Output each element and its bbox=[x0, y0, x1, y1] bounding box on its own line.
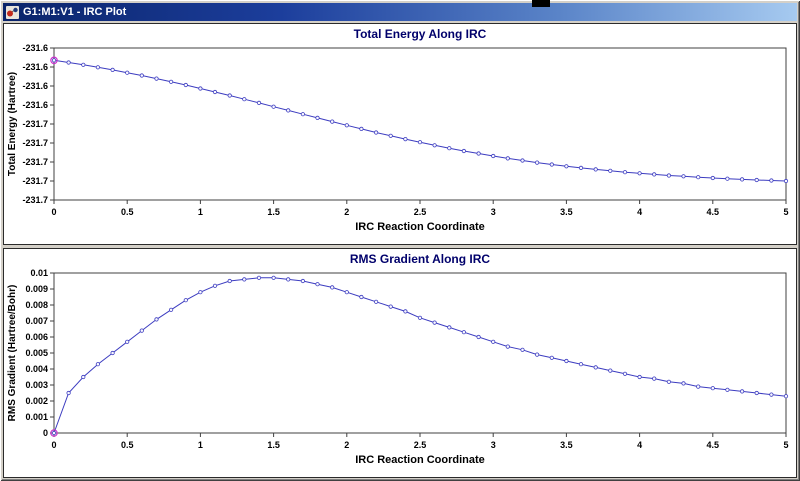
svg-text:-231.7: -231.7 bbox=[22, 195, 48, 205]
svg-text:0.5: 0.5 bbox=[121, 207, 134, 217]
total-energy-chart-panel: Total Energy Along IRC 0 0.5 1 1.5 2 2.5 3 3.5 4 4… bbox=[3, 23, 797, 245]
svg-text:IRC Reaction Coordinate: IRC Reaction Coordinate bbox=[355, 221, 485, 233]
rms-gradient-chart-panel: RMS Gradient Along IRC 0 0.5 1 1.5 2 2.5 3 3.5 4 4… bbox=[3, 248, 797, 478]
svg-text:1.5: 1.5 bbox=[267, 207, 280, 217]
svg-text:0: 0 bbox=[43, 428, 48, 438]
svg-text:Total Energy Along IRC: Total Energy Along IRC bbox=[354, 27, 487, 41]
svg-text:-231.6: -231.6 bbox=[22, 43, 48, 53]
svg-text:0.01: 0.01 bbox=[30, 268, 48, 278]
svg-text:4: 4 bbox=[637, 207, 642, 217]
svg-text:-231.6: -231.6 bbox=[22, 100, 48, 110]
svg-text:-231.7: -231.7 bbox=[22, 157, 48, 167]
svg-text:3: 3 bbox=[491, 207, 496, 217]
svg-text:4: 4 bbox=[637, 440, 642, 450]
svg-text:4.5: 4.5 bbox=[707, 207, 720, 217]
svg-text:3: 3 bbox=[491, 440, 496, 450]
svg-text:-231.7: -231.7 bbox=[22, 138, 48, 148]
svg-text:5: 5 bbox=[783, 440, 788, 450]
svg-text:5: 5 bbox=[783, 207, 788, 217]
svg-text:0: 0 bbox=[51, 207, 56, 217]
titlebar[interactable]: G1:M1:V1 - IRC Plot bbox=[3, 3, 797, 21]
svg-text:0.005: 0.005 bbox=[25, 348, 48, 358]
app-icon bbox=[6, 5, 19, 19]
svg-text:2: 2 bbox=[344, 207, 349, 217]
svg-text:IRC Reaction Coordinate: IRC Reaction Coordinate bbox=[355, 454, 485, 466]
svg-text:1: 1 bbox=[198, 207, 203, 217]
svg-text:1: 1 bbox=[198, 440, 203, 450]
svg-text:0.001: 0.001 bbox=[25, 412, 48, 422]
svg-text:3.5: 3.5 bbox=[560, 440, 573, 450]
screen-artifact bbox=[532, 0, 550, 7]
total-energy-chart[interactable]: Total Energy Along IRC 0 0.5 1 1.5 2 2.5 3 3.5 4 4… bbox=[4, 24, 796, 244]
svg-text:0.007: 0.007 bbox=[25, 316, 48, 326]
svg-text:-231.7: -231.7 bbox=[22, 176, 48, 186]
svg-text:0.002: 0.002 bbox=[25, 396, 48, 406]
svg-text:2: 2 bbox=[344, 440, 349, 450]
svg-text:0.003: 0.003 bbox=[25, 380, 48, 390]
svg-text:Total Energy (Hartree): Total Energy (Hartree) bbox=[7, 72, 18, 176]
svg-text:4.5: 4.5 bbox=[707, 440, 720, 450]
svg-text:3.5: 3.5 bbox=[560, 207, 573, 217]
svg-text:2.5: 2.5 bbox=[414, 440, 427, 450]
svg-text:0.008: 0.008 bbox=[25, 300, 48, 310]
svg-text:2.5: 2.5 bbox=[414, 207, 427, 217]
svg-text:0.009: 0.009 bbox=[25, 284, 48, 294]
rms-gradient-chart[interactable]: RMS Gradient Along IRC 0 0.5 1 1.5 2 2.5 3 3.5 4 4… bbox=[4, 249, 796, 477]
window-title: G1:M1:V1 - IRC Plot bbox=[23, 6, 127, 18]
svg-text:1.5: 1.5 bbox=[267, 440, 280, 450]
svg-text:0.5: 0.5 bbox=[121, 440, 134, 450]
svg-text:-231.7: -231.7 bbox=[22, 119, 48, 129]
svg-text:-231.6: -231.6 bbox=[22, 81, 48, 91]
svg-text:0.004: 0.004 bbox=[25, 364, 48, 374]
svg-text:-231.6: -231.6 bbox=[22, 62, 48, 72]
svg-text:0: 0 bbox=[51, 440, 56, 450]
svg-text:0.006: 0.006 bbox=[25, 332, 48, 342]
svg-text:RMS Gradient Along IRC: RMS Gradient Along IRC bbox=[350, 252, 491, 266]
svg-text:RMS Gradient (Hartree/Bohr): RMS Gradient (Hartree/Bohr) bbox=[7, 285, 18, 422]
